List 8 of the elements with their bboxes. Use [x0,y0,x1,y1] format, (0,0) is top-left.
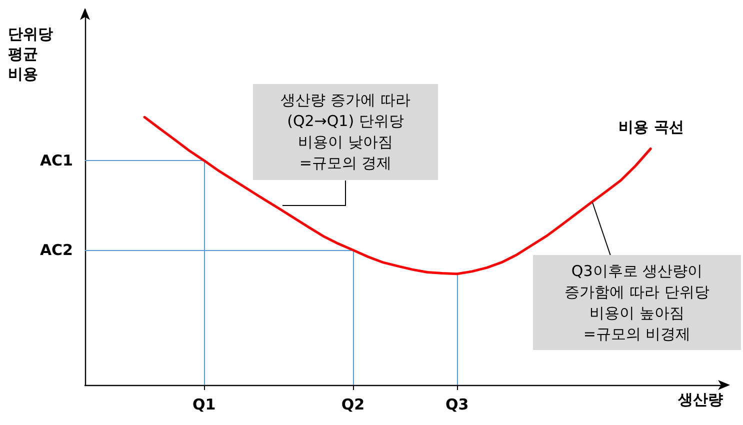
x-tick-label: Q2 [341,396,365,414]
ref-line-label: AC2 [40,241,73,259]
x-tick-label: Q3 [445,396,469,414]
x-tick-label: Q1 [192,396,216,414]
y-axis-title: 단위당 평균 비용 [8,25,53,83]
series-label: 비용 곡선 [618,118,684,136]
x-axis-title: 생산량 [677,390,723,408]
ref-line-label: AC1 [40,152,73,170]
